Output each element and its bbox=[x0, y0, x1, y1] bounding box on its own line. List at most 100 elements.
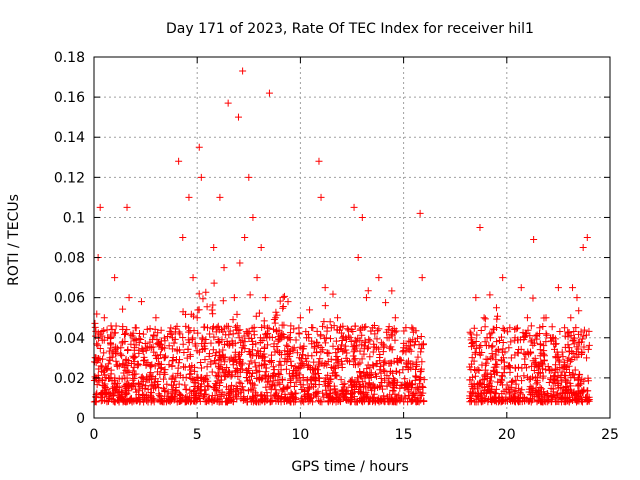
data-point bbox=[354, 334, 362, 342]
data-point bbox=[557, 371, 565, 379]
data-point bbox=[203, 382, 211, 390]
data-point bbox=[145, 376, 153, 384]
data-point bbox=[311, 391, 319, 399]
data-point bbox=[141, 395, 149, 403]
data-point bbox=[219, 297, 227, 305]
data-point bbox=[481, 315, 489, 323]
data-point bbox=[111, 329, 119, 337]
data-point bbox=[319, 389, 327, 397]
data-point bbox=[277, 366, 285, 374]
data-point bbox=[132, 396, 140, 404]
data-point bbox=[416, 380, 424, 388]
data-point bbox=[578, 387, 586, 395]
data-point bbox=[337, 329, 345, 337]
data-point bbox=[405, 337, 413, 345]
data-point bbox=[487, 397, 495, 405]
data-point bbox=[170, 378, 178, 386]
data-point bbox=[115, 396, 123, 404]
data-point bbox=[517, 345, 525, 353]
y-tick-label: 0.18 bbox=[54, 50, 85, 66]
x-tick-label: 0 bbox=[90, 427, 99, 443]
data-point bbox=[252, 312, 260, 320]
data-point bbox=[168, 334, 176, 342]
data-point bbox=[514, 349, 522, 357]
data-point bbox=[323, 327, 331, 335]
data-point bbox=[324, 357, 332, 365]
data-point bbox=[471, 348, 479, 356]
data-point bbox=[470, 324, 478, 332]
data-point bbox=[550, 376, 558, 384]
data-point bbox=[411, 376, 419, 384]
data-point bbox=[195, 143, 203, 151]
data-point bbox=[487, 370, 495, 378]
data-point bbox=[412, 385, 420, 393]
data-point bbox=[410, 390, 418, 398]
data-point bbox=[189, 375, 197, 383]
data-point bbox=[488, 343, 496, 351]
data-point bbox=[518, 377, 526, 385]
data-point bbox=[571, 353, 579, 361]
data-point bbox=[192, 379, 200, 387]
data-point bbox=[377, 382, 385, 390]
data-point bbox=[389, 375, 397, 383]
data-point bbox=[103, 326, 111, 334]
data-point bbox=[217, 376, 225, 384]
data-point bbox=[284, 334, 292, 342]
data-point bbox=[511, 334, 519, 342]
y-tick-label: 0.1 bbox=[63, 210, 85, 226]
data-point bbox=[248, 346, 256, 354]
data-point bbox=[172, 325, 180, 333]
data-point bbox=[515, 384, 523, 392]
data-point bbox=[530, 366, 538, 374]
data-point bbox=[468, 373, 476, 381]
data-point bbox=[412, 373, 420, 381]
data-point bbox=[481, 397, 489, 405]
data-point bbox=[164, 332, 172, 340]
data-point bbox=[499, 324, 507, 332]
data-point bbox=[279, 304, 287, 312]
data-point bbox=[290, 325, 298, 333]
data-point bbox=[585, 397, 593, 405]
data-point bbox=[128, 398, 136, 406]
data-point bbox=[579, 244, 587, 252]
data-point bbox=[241, 234, 249, 241]
data-point bbox=[562, 395, 570, 403]
data-point bbox=[173, 347, 181, 355]
data-point bbox=[558, 348, 566, 356]
data-point bbox=[198, 334, 206, 342]
data-point bbox=[398, 394, 406, 402]
data-point bbox=[486, 334, 494, 342]
data-point bbox=[224, 340, 232, 348]
data-point bbox=[149, 384, 157, 392]
data-point bbox=[362, 294, 370, 302]
data-point bbox=[575, 374, 583, 382]
data-point bbox=[200, 393, 208, 401]
data-point bbox=[127, 360, 135, 368]
data-point bbox=[493, 338, 501, 346]
data-point bbox=[239, 359, 247, 367]
data-point bbox=[227, 354, 235, 362]
data-point bbox=[313, 348, 321, 356]
data-point bbox=[360, 368, 368, 376]
data-point bbox=[342, 394, 350, 402]
data-point bbox=[506, 324, 514, 332]
data-point bbox=[142, 360, 150, 368]
data-point bbox=[234, 113, 242, 121]
data-point bbox=[522, 330, 530, 338]
data-point bbox=[408, 380, 416, 388]
data-point bbox=[221, 324, 229, 332]
data-point bbox=[470, 380, 478, 388]
data-point bbox=[418, 274, 426, 282]
data-point bbox=[243, 377, 251, 385]
data-point bbox=[325, 349, 333, 357]
data-point bbox=[408, 324, 416, 332]
data-point bbox=[172, 386, 180, 394]
data-point bbox=[235, 378, 243, 386]
data-point bbox=[551, 365, 559, 373]
y-tick-label: 0.04 bbox=[54, 331, 85, 347]
data-point bbox=[320, 378, 328, 386]
data-point bbox=[201, 386, 209, 394]
data-point bbox=[380, 343, 388, 351]
data-point bbox=[225, 331, 233, 339]
data-point bbox=[319, 322, 327, 330]
